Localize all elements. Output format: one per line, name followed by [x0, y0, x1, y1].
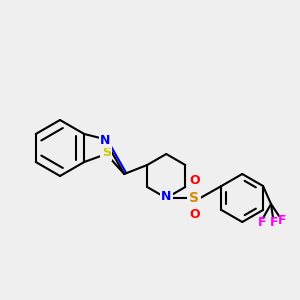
Text: F: F [270, 217, 278, 230]
Text: N: N [161, 190, 171, 203]
Text: O: O [189, 208, 200, 221]
Text: N: N [100, 134, 110, 146]
Text: F: F [258, 217, 266, 230]
Text: S: S [189, 191, 199, 205]
Text: F: F [278, 214, 286, 227]
Text: O: O [189, 175, 200, 188]
Text: S: S [102, 146, 111, 160]
